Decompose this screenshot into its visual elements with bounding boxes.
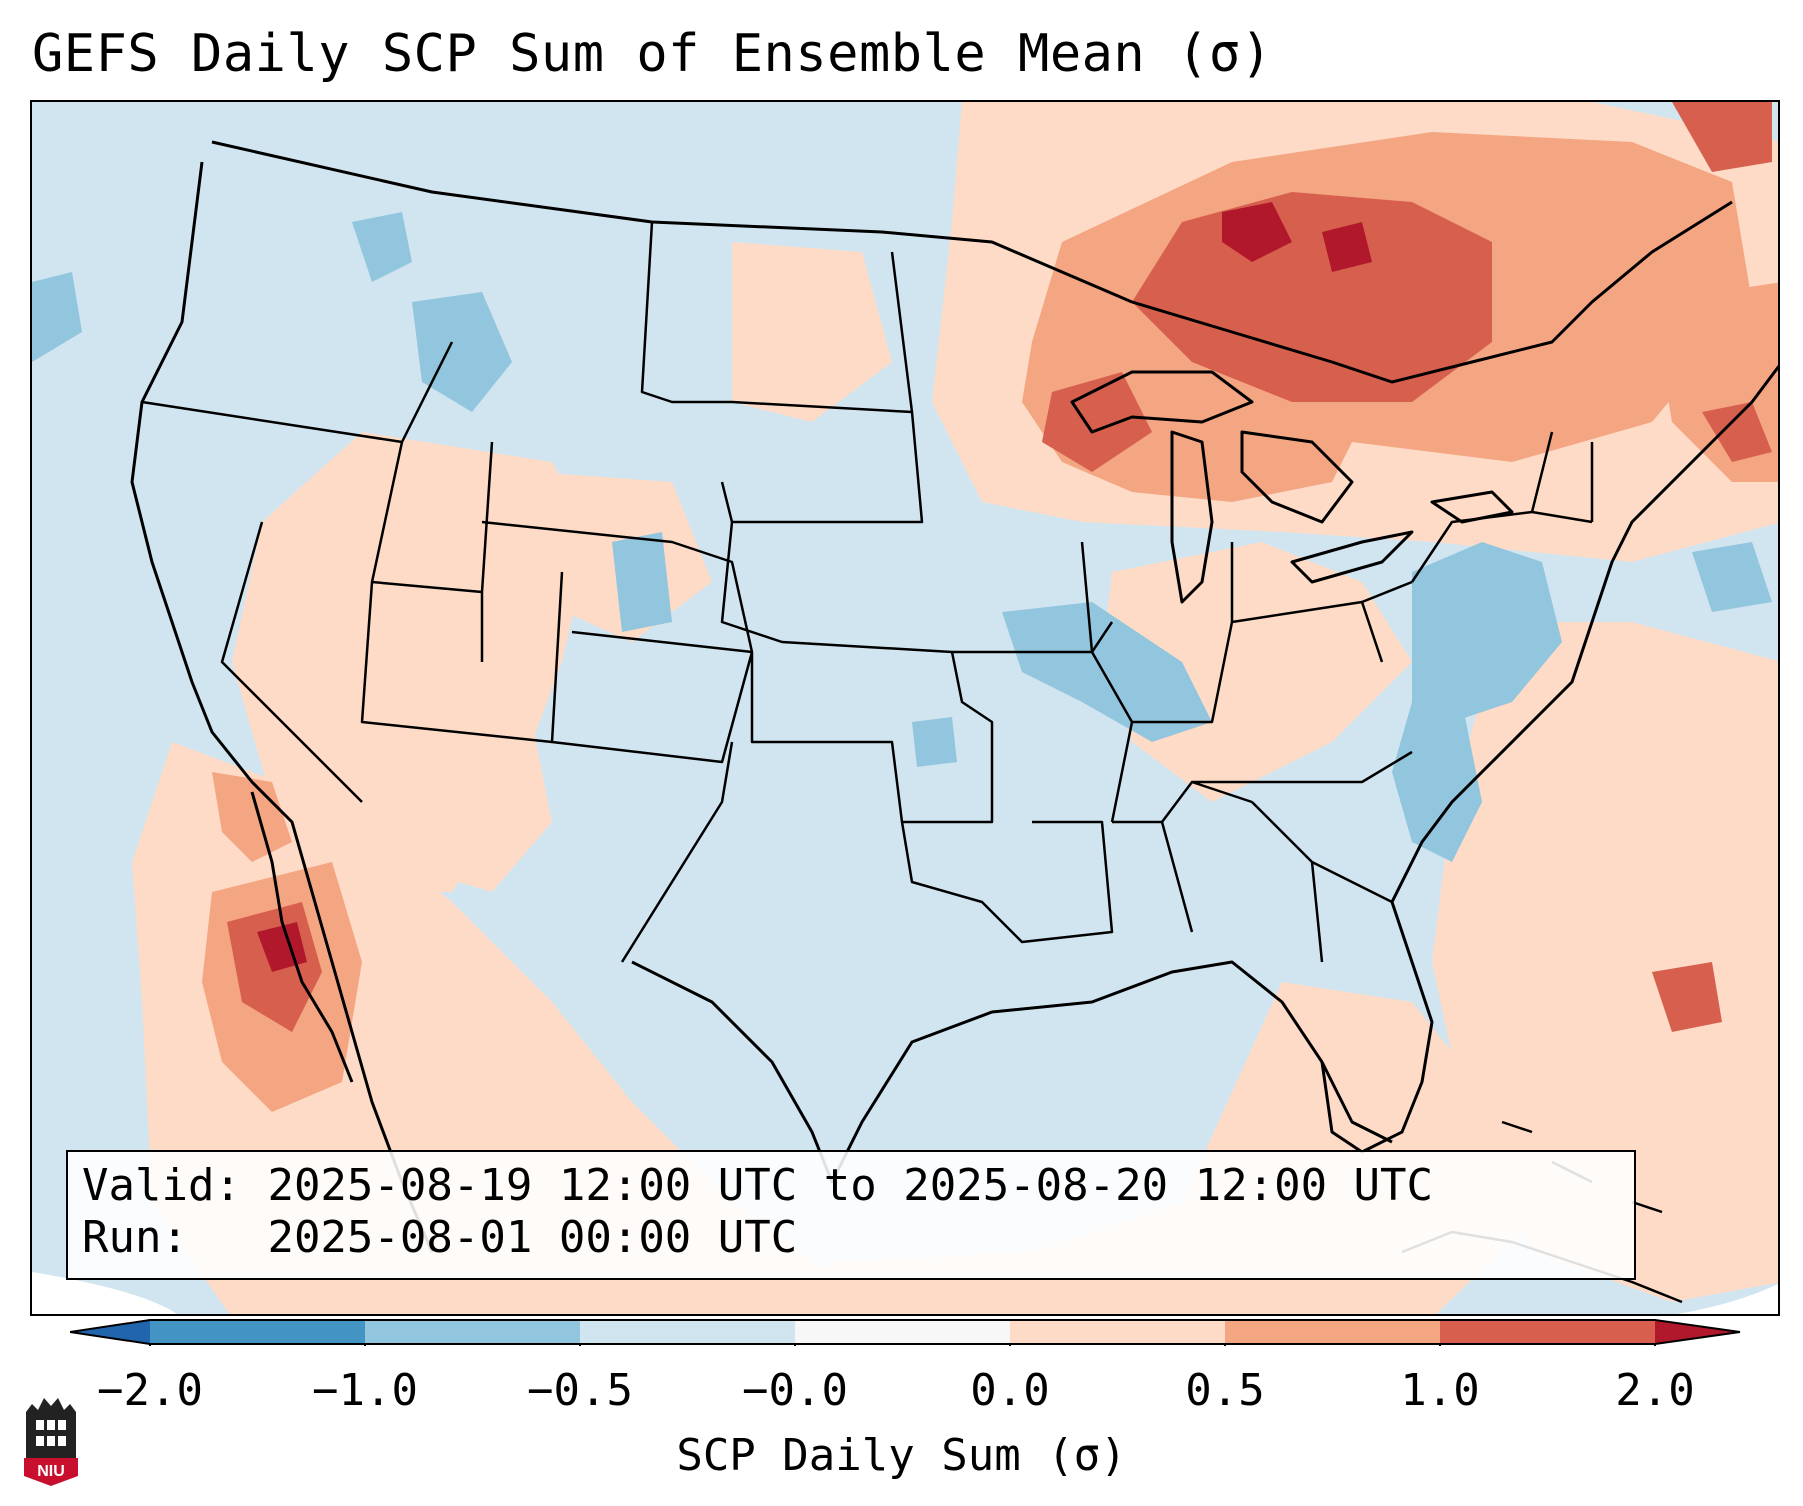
anomaly-region-mid-atlantic-coast: [1412, 542, 1562, 722]
colorbar-segment: [795, 1320, 1010, 1344]
anomaly-region-socal: [212, 772, 292, 862]
anomaly-region-wisconsin: [1042, 372, 1152, 472]
projection-edge: [1677, 1283, 1778, 1314]
coastline-west: [130, 161, 434, 1253]
anomaly-region-atlantic-east: [1652, 962, 1722, 1032]
colorbar-segment: [150, 1320, 365, 1344]
colorbar-tick-label: −1.0: [312, 1365, 418, 1416]
lake-huron: [1240, 430, 1354, 524]
map-panel: [30, 100, 1780, 1316]
anomaly-region-atlantic-blue: [1692, 542, 1772, 612]
colorbar-extend-above: [1655, 1320, 1740, 1344]
colorbar-segment: [580, 1320, 795, 1344]
anomaly-layer: [32, 102, 1778, 1314]
anomaly-region-pacific-nw: [32, 272, 82, 362]
anomaly-region-carolinas: [1392, 702, 1482, 862]
projection-edge: [32, 1272, 177, 1314]
chart-title: GEFS Daily SCP Sum of Ensemble Mean (σ): [32, 24, 1273, 84]
run-line: Run: 2025-08-01 00:00 UTC: [82, 1212, 1620, 1264]
colorbar-tick-label: 0.5: [1185, 1365, 1265, 1416]
coastline-florida: [1320, 901, 1434, 1154]
validity-info-box: Valid: 2025-08-19 12:00 UTC to 2025-08-2…: [66, 1150, 1636, 1280]
state-lines: [141, 221, 1594, 963]
lake-superior: [1070, 370, 1254, 434]
niu-logo-text: NIU: [37, 1463, 65, 1480]
colorbar-extend-below: [70, 1320, 150, 1344]
colorbar: [70, 1319, 1741, 1346]
lake-michigan: [1170, 430, 1214, 604]
colorbar-ticks: [149, 1344, 1656, 1346]
colorbar-tick-label: −2.0: [97, 1365, 203, 1416]
coastline-east: [1390, 364, 1778, 903]
niu-logo-windows: [36, 1420, 66, 1446]
anomaly-region-ontario-core-2: [1322, 222, 1372, 272]
anomaly-region-southern-rockies: [362, 702, 552, 892]
coastline-gulf: [631, 960, 1393, 1184]
run-label: Run:: [82, 1212, 188, 1263]
anomaly-region-gulf-of-maine: [1702, 402, 1772, 462]
anomaly-region-northern-rockies: [412, 292, 512, 412]
colorbar-tick-label: 2.0: [1615, 1365, 1695, 1416]
valid-line: Valid: 2025-08-19 12:00 UTC to 2025-08-2…: [82, 1160, 1620, 1212]
colorbar-tick-label: 1.0: [1400, 1365, 1480, 1416]
colorbar-segment: [365, 1320, 580, 1344]
map-canvas: [32, 102, 1778, 1314]
colorbar-tick-label: 0.0: [970, 1365, 1050, 1416]
border-us-canada: [211, 140, 1733, 384]
anomaly-region-great-lakes-ontario: [1132, 192, 1492, 402]
niu-logo: NIU: [24, 1398, 78, 1486]
anomaly-region-dakotas: [732, 242, 892, 422]
anomaly-region-quebec-northeast: [1672, 102, 1772, 172]
lake-erie: [1290, 530, 1414, 584]
anomaly-region-oklahoma-blue: [912, 717, 957, 767]
anomaly-region-idaho: [352, 212, 412, 282]
colorbar-tick-label: −0.0: [742, 1365, 848, 1416]
lake-ontario: [1430, 490, 1514, 524]
boundaries-layer: [130, 140, 1778, 1304]
valid-value: 2025-08-19 12:00 UTC to 2025-08-20 12:00…: [267, 1160, 1434, 1211]
anomaly-region-missouri-illinois: [1002, 602, 1212, 742]
anomaly-region-wyoming-blue: [612, 532, 672, 632]
coastline-baja: [250, 791, 354, 1083]
valid-label: Valid:: [82, 1160, 241, 1211]
anomaly-region-atlantic-west: [1432, 622, 1778, 1302]
colorbar-segment: [1225, 1320, 1440, 1344]
colorbar-segment: [1440, 1320, 1655, 1344]
run-value: 2025-08-01 00:00 UTC: [267, 1212, 798, 1263]
niu-logo-shield-icon: [24, 1458, 78, 1486]
colorbar-tick-label: −0.5: [527, 1365, 633, 1416]
anomaly-region-ontario-core: [1222, 202, 1292, 262]
colorbar-label: SCP Daily Sum (σ): [676, 1430, 1127, 1481]
colorbar-segment: [1010, 1320, 1225, 1344]
